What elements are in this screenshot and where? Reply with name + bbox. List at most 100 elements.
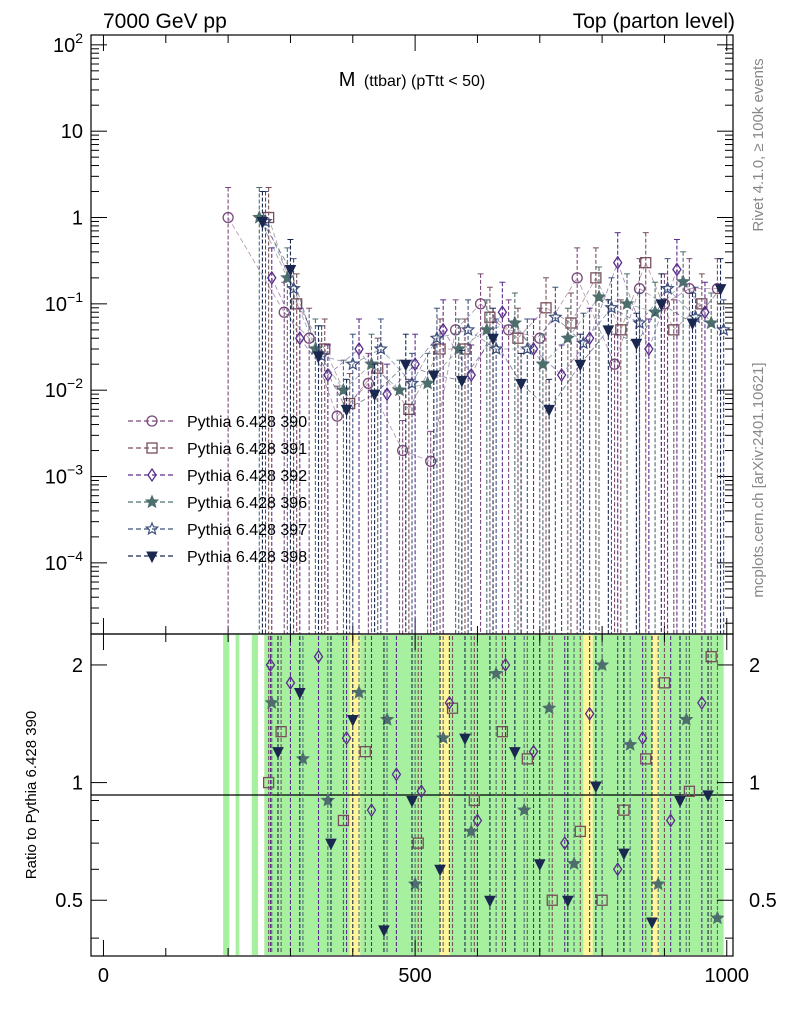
data-point-triangle: [630, 338, 643, 351]
data-point-circle: [449, 324, 462, 336]
data-point-square: [546, 894, 558, 906]
series-connector: [399, 382, 428, 391]
y-tick-label-base: 1: [72, 208, 83, 230]
ratio-series-396: [264, 636, 725, 954]
series-connector: [661, 303, 693, 324]
series-connector: [555, 316, 584, 344]
data-point-square: [565, 317, 577, 329]
y-tick-label-exponent: 2: [75, 30, 83, 46]
data-point-star: [710, 910, 725, 925]
series-connector: [352, 348, 382, 365]
series-connector: [520, 383, 550, 410]
series-392: [266, 232, 710, 634]
data-point-star: [479, 322, 494, 336]
series-connector: [645, 262, 675, 330]
data-point-square: [412, 837, 424, 849]
series-connector: [262, 221, 291, 270]
data-point-circle: [362, 377, 375, 390]
data-point-triangle: [618, 848, 630, 861]
data-point-star: [404, 375, 420, 390]
data-point-triangle: [428, 370, 440, 383]
data-point-square: [590, 272, 602, 284]
data-point-star: [464, 823, 479, 838]
series-connector: [408, 348, 441, 410]
data-point-square: [540, 302, 552, 314]
data-point-diamond: [382, 386, 392, 402]
series-connector: [436, 329, 469, 339]
legend-label: Pythia 6.428 390: [187, 414, 307, 431]
data-point-triangle: [487, 333, 499, 346]
series-connector: [611, 307, 640, 324]
series-connector: [514, 322, 544, 365]
data-point-circle: [278, 306, 290, 318]
series-connector: [489, 316, 519, 339]
x-tick-label: 500: [398, 965, 431, 987]
legend-item: Pythia 6.428 396: [128, 494, 307, 512]
data-point-square: [496, 726, 509, 738]
data-point-square: [484, 311, 496, 323]
data-point-square: [658, 677, 671, 689]
data-point-diamond: [644, 341, 654, 357]
series-390: [222, 187, 724, 634]
plot-title-sub: (ttbar) (pTtt < 50): [364, 73, 485, 90]
series-397: [258, 190, 731, 634]
data-point-square: [262, 776, 275, 789]
series-connector: [308, 338, 338, 417]
data-point-diamond: [438, 322, 448, 338]
series-connector: [458, 329, 488, 350]
legend-item: Pythia 6.428 397: [128, 521, 307, 539]
series-connector: [595, 277, 622, 331]
data-point-circle: [425, 455, 437, 467]
series-connector: [258, 217, 288, 279]
ratio-series-398: [272, 636, 714, 954]
data-point-diamond: [341, 730, 352, 746]
series-connector: [293, 288, 322, 356]
data-point-diamond: [584, 706, 595, 721]
legend-label: Pythia 6.428 392: [187, 468, 307, 485]
data-point-square: [521, 753, 533, 765]
series-connector: [286, 277, 316, 350]
data-point-diamond: [584, 331, 595, 346]
data-point-star: [679, 711, 694, 726]
data-point-triangle: [674, 795, 686, 808]
data-point-star: [144, 494, 160, 509]
ratio-y-axis-label: Ratio to Pythia 6.428 390: [23, 711, 40, 879]
data-point-triangle: [325, 838, 337, 851]
rivet-version-label: Rivet 4.1.0, ≥ 100k events: [750, 58, 767, 231]
data-point-diamond: [672, 262, 682, 277]
data-point-star: [144, 521, 160, 536]
series-connector: [486, 322, 515, 331]
series-connector: [411, 338, 438, 384]
y-tick-label-exponent: −1: [67, 289, 83, 305]
data-point-triangle: [312, 351, 325, 363]
y-tick-label-base: 10: [45, 553, 67, 575]
data-point-star: [517, 802, 532, 817]
data-point-circle: [222, 211, 234, 224]
ratio-y-tick-label-right: 2: [749, 655, 760, 677]
data-point-star: [548, 309, 563, 324]
ratio-y-tick-label-right: 1: [749, 773, 760, 795]
series-connector: [386, 363, 416, 395]
series-connector: [561, 337, 590, 376]
legend-item: Pythia 6.428 392: [128, 467, 307, 485]
series-connector: [467, 329, 497, 350]
data-point-square: [146, 442, 158, 454]
series-connector: [639, 288, 668, 324]
data-point-triangle: [515, 378, 527, 391]
series-connector: [682, 281, 712, 324]
y-tick-label-exponent: −4: [67, 548, 83, 564]
series-connector: [374, 363, 407, 395]
series-connector: [676, 269, 706, 313]
series-connector: [545, 307, 572, 324]
data-point-triangle: [456, 375, 468, 388]
data-point-triangle: [702, 790, 714, 803]
legend-item: Pythia 6.428 391: [128, 441, 307, 458]
data-point-star: [660, 280, 675, 295]
data-point-star: [429, 330, 445, 345]
data-point-triangle: [272, 747, 284, 759]
series-connector: [433, 374, 462, 381]
legend-item: Pythia 6.428 390: [128, 414, 307, 431]
data-point-diamond: [354, 341, 364, 357]
